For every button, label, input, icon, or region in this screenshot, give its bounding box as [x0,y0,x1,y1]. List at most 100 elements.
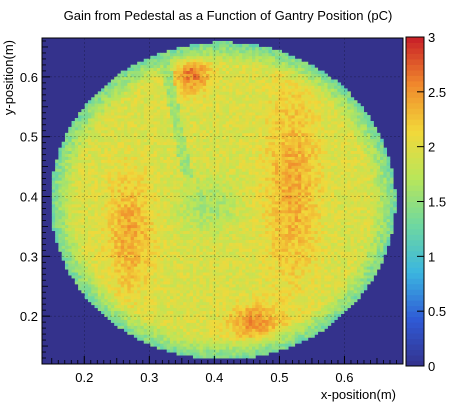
heatmap-cell [380,198,384,202]
heatmap-cell [120,310,125,315]
heatmap-cell [314,242,319,246]
heatmap-cell [209,266,214,270]
heatmap-cell [153,328,158,332]
heatmap-cell [183,236,187,240]
heatmap-cell [114,304,118,309]
heatmap-cell [74,248,79,252]
heatmap-cell [258,230,263,234]
heatmap-cell [334,316,338,320]
heatmap-cell [376,230,381,234]
heatmap-cell [252,203,256,208]
heatmap-cell [261,186,266,190]
heatmap-cell [301,313,305,317]
heatmap-cell [350,278,355,282]
heatmap-cell [275,224,279,229]
heatmap-cell [229,203,233,208]
heatmap-cell [255,281,259,285]
heatmap-cell [94,239,99,243]
heatmap-cell [107,281,112,285]
heatmap-cell [215,328,220,332]
heatmap-cell [235,295,240,300]
heatmap-cell [183,343,187,347]
heatmap-cell [291,251,296,255]
heatmap-cell [363,254,368,258]
heatmap-cell [301,316,305,320]
heatmap-cell [304,316,309,320]
heatmap-cell [192,201,197,205]
heatmap-cell [222,322,227,326]
heatmap-cell [55,183,59,187]
heatmap-cell [245,307,250,312]
heatmap-cell [347,260,351,264]
heatmap-cell [294,331,299,335]
heatmap-cell [252,272,256,276]
heatmap-cell [363,281,368,285]
heatmap-cell [84,275,89,279]
heatmap-cell [222,272,227,276]
heatmap-cell [150,283,154,288]
heatmap-cell [265,283,269,288]
heatmap-cell [238,313,243,317]
heatmap-cell [74,218,79,223]
heatmap-cell [284,319,289,323]
heatmap-cell [68,257,72,261]
heatmap-cell [176,203,181,208]
heatmap-cell [255,224,259,229]
heatmap-cell [255,337,259,341]
heatmap-cell [238,195,243,199]
heatmap-cell [288,310,292,315]
heatmap-cell [252,260,256,264]
heatmap-cell [278,221,282,226]
heatmap-cell [281,189,286,193]
heatmap-cell [101,183,105,187]
heatmap-cell [350,245,355,249]
heatmap-cell [196,313,200,317]
heatmap-cell [225,192,230,196]
heatmap-cell [347,245,351,249]
heatmap-cell [179,266,184,270]
heatmap-cell [383,242,387,246]
heatmap-cell [307,218,312,223]
heatmap-cell [156,298,161,303]
heatmap-cell [311,209,315,214]
heatmap-cell [347,283,351,288]
heatmap-cell [64,201,69,205]
heatmap-cell [130,257,135,261]
heatmap-cell [160,215,164,220]
heatmap-cell [140,272,145,276]
heatmap-cell [176,319,181,323]
heatmap-cell [229,355,233,359]
heatmap-cell [281,283,286,288]
heatmap-cell [340,257,345,261]
heatmap-cell [199,310,204,315]
heatmap-cell [71,260,76,264]
heatmap-cell [55,224,59,229]
heatmap-cell [252,278,256,282]
heatmap-cell [275,310,279,315]
heatmap-cell [311,254,315,258]
heatmap-cell [219,189,223,193]
heatmap-cell [252,192,256,196]
heatmap-cell [143,198,148,202]
heatmap-cell [281,203,286,208]
heatmap-cell [343,198,348,202]
heatmap-cell [393,206,397,211]
heatmap-cell [163,331,168,335]
heatmap-cell [192,206,197,211]
heatmap-cell [304,263,309,267]
heatmap-cell [61,257,66,261]
heatmap-cell [133,201,138,205]
heatmap-cell [301,233,305,237]
heatmap-cell [393,189,397,193]
heatmap-cell [320,307,325,312]
heatmap-cell [176,224,181,229]
heatmap-cell [357,254,361,258]
heatmap-cell [120,322,125,326]
heatmap-cell [189,310,194,315]
heatmap-cell [245,215,250,220]
heatmap-cell [202,260,207,264]
heatmap-cell [84,186,89,190]
heatmap-cell [288,292,292,297]
heatmap-cell [84,295,89,300]
heatmap-cell [186,304,191,309]
